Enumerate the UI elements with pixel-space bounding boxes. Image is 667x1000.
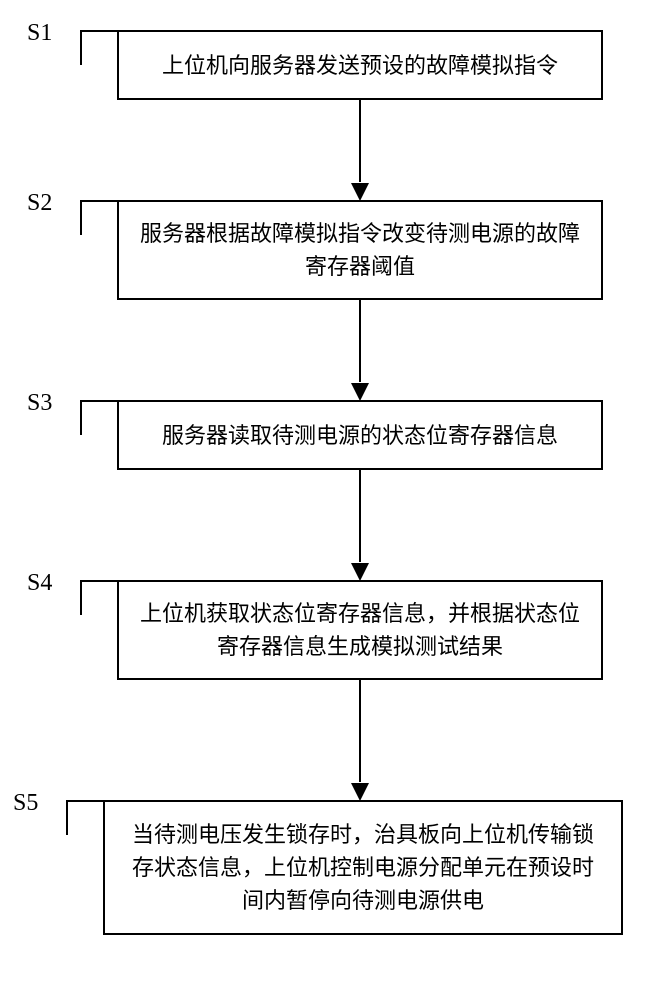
step-bracket-s3 <box>80 400 120 435</box>
step-label-s2: S2 <box>27 190 52 217</box>
arrow-s4-s5 <box>359 680 361 800</box>
step-label-text: S1 <box>27 20 52 46</box>
step-text-s1: 上位机向服务器发送预设的故障模拟指令 <box>162 49 558 82</box>
step-text-s4: 上位机获取状态位寄存器信息，并根据状态位寄存器信息生成模拟测试结果 <box>139 597 581 663</box>
step-text-s2: 服务器根据故障模拟指令改变待测电源的故障寄存器阈值 <box>139 217 581 283</box>
step-label-text: S2 <box>27 190 52 216</box>
step-label-s1: S1 <box>27 20 52 47</box>
step-label-text: S4 <box>27 570 52 596</box>
step-label-text: S5 <box>13 790 38 816</box>
step-label-s4: S4 <box>27 570 52 597</box>
step-bracket-s4 <box>80 580 120 615</box>
step-label-text: S3 <box>27 390 52 416</box>
step-box-s4: 上位机获取状态位寄存器信息，并根据状态位寄存器信息生成模拟测试结果 <box>117 580 603 680</box>
step-label-s5: S5 <box>13 790 38 817</box>
step-box-s5: 当待测电压发生锁存时，治具板向上位机传输锁存状态信息，上位机控制电源分配单元在预… <box>103 800 623 935</box>
step-label-s3: S3 <box>27 390 52 417</box>
arrow-s3-s4 <box>359 470 361 580</box>
step-box-s2: 服务器根据故障模拟指令改变待测电源的故障寄存器阈值 <box>117 200 603 300</box>
step-bracket-s2 <box>80 200 120 235</box>
arrow-s2-s3 <box>359 300 361 400</box>
arrow-s1-s2 <box>359 100 361 200</box>
step-text-s5: 当待测电压发生锁存时，治具板向上位机传输锁存状态信息，上位机控制电源分配单元在预… <box>125 818 601 917</box>
step-bracket-s1 <box>80 30 120 65</box>
step-bracket-s5 <box>66 800 106 835</box>
step-box-s3: 服务器读取待测电源的状态位寄存器信息 <box>117 400 603 470</box>
step-box-s1: 上位机向服务器发送预设的故障模拟指令 <box>117 30 603 100</box>
step-text-s3: 服务器读取待测电源的状态位寄存器信息 <box>162 419 558 452</box>
